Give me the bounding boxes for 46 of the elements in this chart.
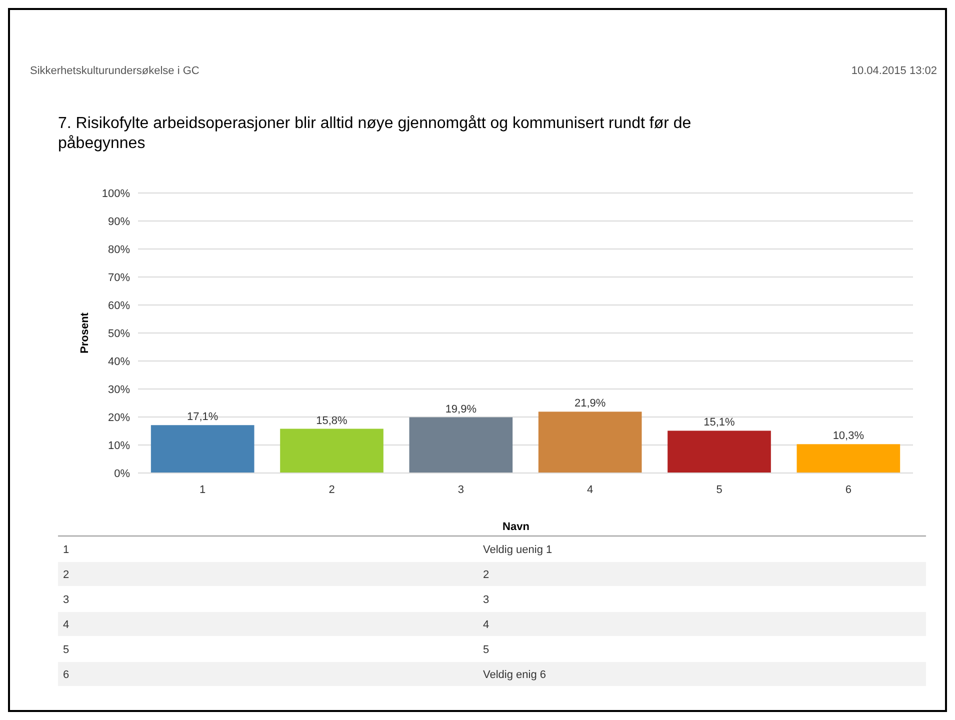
bar	[538, 412, 642, 473]
text: 4	[483, 619, 490, 631]
text: Veldig uenig 1	[483, 544, 552, 556]
text: 5	[63, 644, 70, 656]
data-label: 19,9%	[445, 403, 477, 416]
text: 6	[63, 669, 70, 681]
text: 4	[63, 619, 70, 631]
y-tick-label: 70%	[108, 272, 130, 284]
text: 3	[63, 594, 70, 606]
chart-subtitle: Sikkerhetskulturundersøkelse i GC	[30, 65, 200, 77]
y-tick-label: 20%	[108, 412, 130, 424]
y-tick-label: 40%	[108, 356, 130, 368]
bar	[668, 430, 771, 473]
text: 3	[483, 594, 490, 606]
x-tick-label: 2	[328, 484, 335, 496]
y-tick-label: 0%	[114, 468, 130, 480]
data-label: 10,3%	[832, 430, 864, 442]
bar	[280, 428, 384, 473]
text: 10.04.2015 13:02	[851, 65, 937, 77]
text: 2	[483, 569, 490, 581]
x-tick-label: 6	[845, 484, 852, 496]
bar	[409, 417, 513, 473]
y-tick-label: 60%	[108, 300, 130, 312]
x-tick-label: 4	[587, 484, 594, 496]
y-tick-label: 90%	[108, 216, 130, 228]
bar	[150, 425, 254, 473]
y-tick-label: 50%	[108, 328, 130, 340]
bar	[796, 444, 900, 473]
x-tick-label: 1	[200, 484, 206, 496]
y-axis-title: Prosent	[79, 312, 91, 354]
y-tick-label: 100%	[102, 188, 130, 200]
text: 5	[483, 644, 490, 656]
data-label: 21,9%	[574, 398, 606, 410]
text: 1	[63, 544, 70, 556]
text: Navn	[502, 521, 530, 533]
data-label: 15,1%	[704, 416, 736, 429]
data-label: 15,8%	[316, 414, 348, 427]
text: 2	[63, 569, 70, 581]
x-tick-label: 3	[458, 484, 464, 496]
y-tick-label: 10%	[108, 440, 130, 452]
y-tick-label: 30%	[108, 384, 130, 396]
y-tick-label: 80%	[108, 244, 130, 256]
chart-title: 7. Risikofylte arbeidsoperasjoner blir alltid nøye gjennomgått og kommunisert rundt før de påbegynnes	[58, 115, 692, 152]
x-tick-label: 5	[716, 484, 722, 496]
text: Veldig enig 6	[483, 669, 546, 681]
data-label: 17,1%	[186, 411, 218, 424]
